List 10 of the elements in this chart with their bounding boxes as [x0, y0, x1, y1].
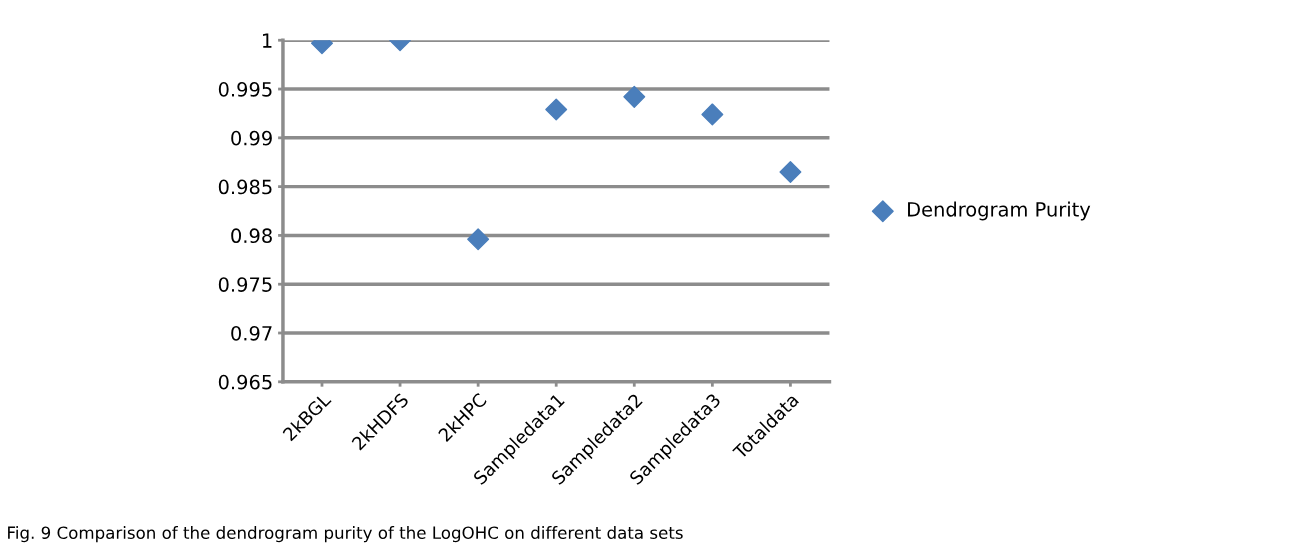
- y-tick-label: 0.985: [218, 179, 272, 195]
- y-tick-label: 0.995: [218, 82, 272, 97]
- legend-label: Dendrogram Purity: [908, 201, 1091, 221]
- y-tick-label: 0.975: [218, 277, 272, 292]
- y-tick-label: 0.965: [218, 374, 272, 390]
- y-tick-label: 0.99: [231, 130, 272, 146]
- caption: Fig. 9 Comparison of the dendrogram purity of the LogOHC on different data sets: [8, 526, 683, 543]
- y-tick-label: 1: [262, 33, 272, 48]
- y-tick-label: 0.98: [231, 228, 272, 244]
- y-tick-label: 0.97: [231, 325, 272, 341]
